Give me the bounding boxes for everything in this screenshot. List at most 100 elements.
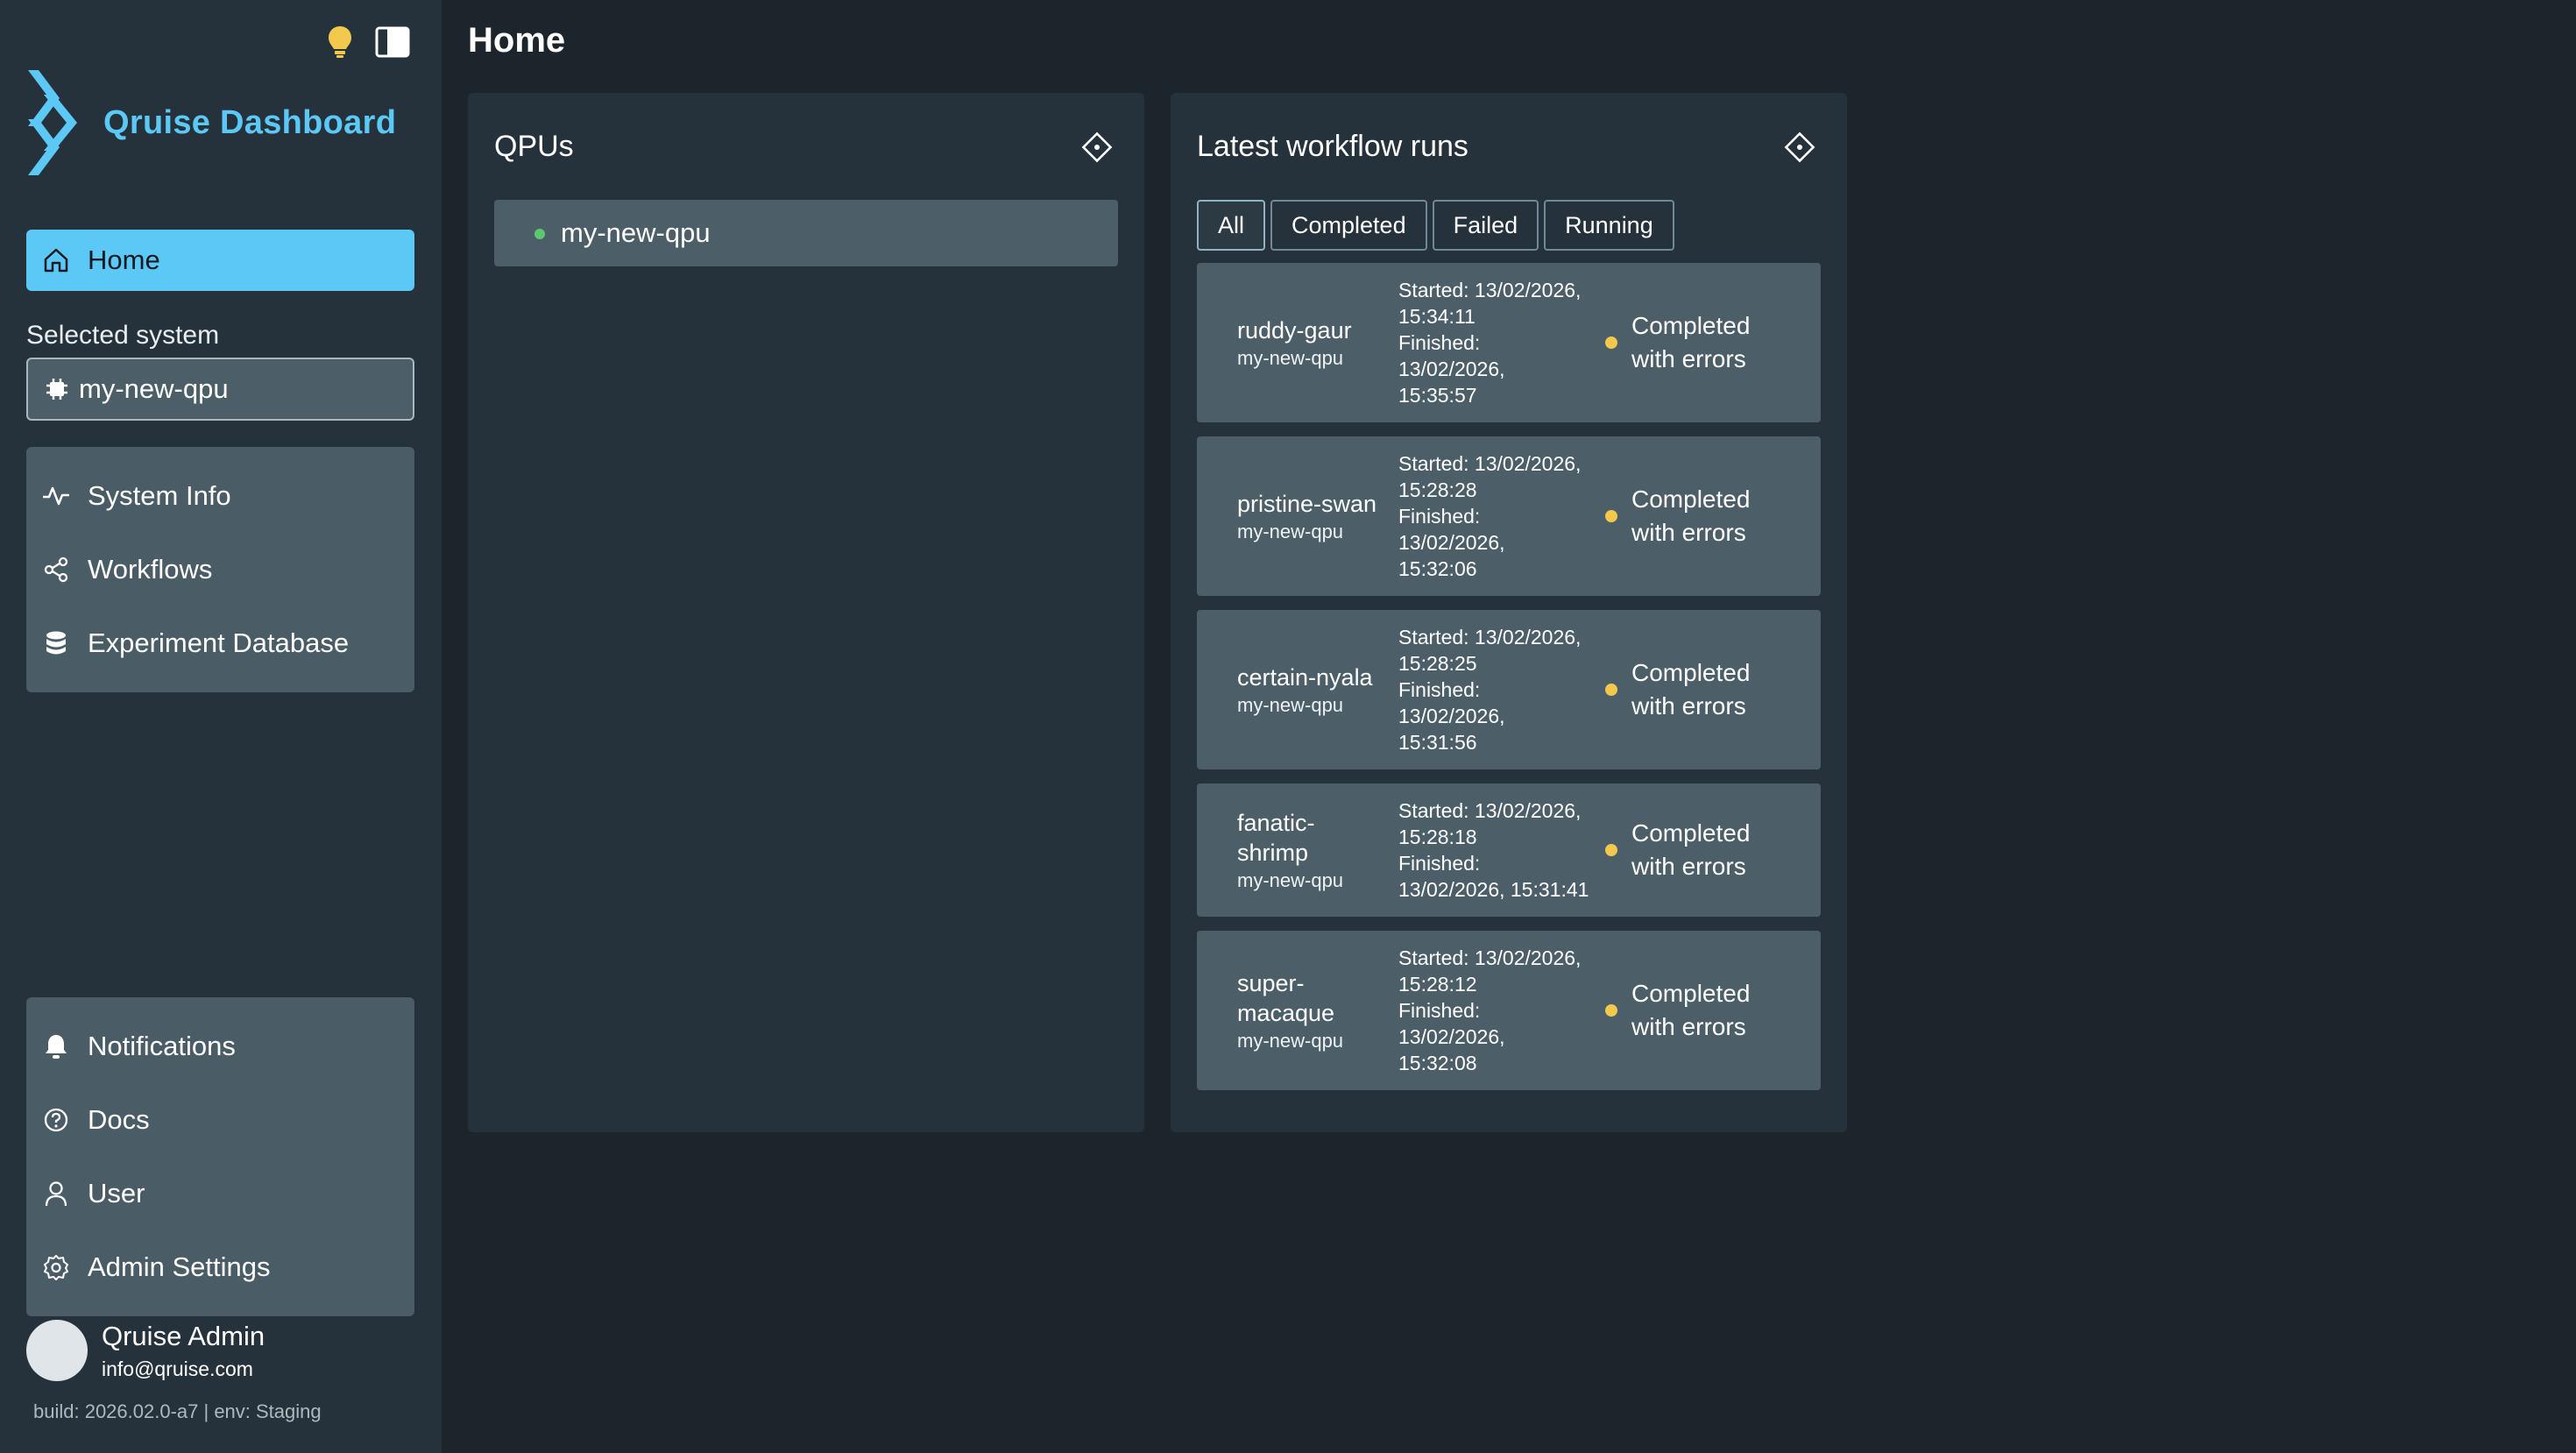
workflow-runs-list: ruddy-gaur my-new-qpu Started: 13/02/202… xyxy=(1197,263,1821,1104)
run-time-line: 15:32:08 xyxy=(1398,1052,1477,1074)
run-status-text: Completed with errors xyxy=(1631,659,1751,719)
workflow-runs-card: Latest workflow runs All Completed Faile… xyxy=(1171,93,1847,1132)
run-status: Completed with errors xyxy=(1605,656,1772,723)
workflow-run-item[interactable]: pristine-swan my-new-qpu Started: 13/02/… xyxy=(1197,436,1821,596)
nav-docs-label: Docs xyxy=(88,1104,150,1135)
qpus-card: QPUs my-new-qpu xyxy=(468,93,1144,1132)
run-time-line: Finished: xyxy=(1398,505,1481,528)
nav-home[interactable]: Home xyxy=(26,230,414,291)
main-nav: System Info Workflows xyxy=(26,447,414,692)
run-time-line: 15:28:25 xyxy=(1398,652,1477,675)
run-time-line: 15:32:06 xyxy=(1398,557,1477,580)
chip-icon xyxy=(46,379,67,400)
run-status: Completed with errors xyxy=(1605,309,1772,376)
run-time-line: 13/02/2026, xyxy=(1398,705,1505,727)
run-qpu: my-new-qpu xyxy=(1237,521,1344,542)
run-time-line: Finished: xyxy=(1398,999,1481,1022)
run-time-line: Finished: xyxy=(1398,331,1481,354)
run-name: pristine-swan xyxy=(1237,491,1377,517)
run-name: certain-nyala xyxy=(1237,664,1373,691)
run-qpu: my-new-qpu xyxy=(1237,347,1344,369)
settings-icon xyxy=(42,1253,70,1281)
bell-icon xyxy=(42,1032,70,1060)
workflow-runs-card-title: Latest workflow runs xyxy=(1197,130,1468,163)
nav-workflows-label: Workflows xyxy=(88,554,213,585)
qpu-name: my-new-qpu xyxy=(561,217,711,248)
selected-system-select[interactable]: my-new-qpu xyxy=(26,358,414,421)
qpu-status-dot xyxy=(534,229,545,239)
run-time-line: 13/02/2026, xyxy=(1398,531,1505,554)
nav-notifications[interactable]: Notifications xyxy=(26,1010,414,1083)
workflow-icon xyxy=(42,556,70,584)
status-dot xyxy=(1605,337,1617,349)
run-time-line: 15:35:57 xyxy=(1398,384,1477,407)
run-qpu: my-new-qpu xyxy=(1237,869,1344,891)
run-times: Started: 13/02/2026, 15:28:25 Finished: … xyxy=(1398,624,1591,755)
user-name: Qruise Admin xyxy=(102,1320,265,1351)
status-dot xyxy=(1605,1004,1617,1017)
app-logo[interactable]: Qruise Dashboard xyxy=(25,68,396,177)
filter-running[interactable]: Running xyxy=(1544,200,1674,251)
run-name: super-macaque xyxy=(1237,970,1335,1026)
nav-admin-settings[interactable]: Admin Settings xyxy=(26,1230,414,1304)
workflow-run-item[interactable]: fanatic-shrimp my-new-qpu Started: 13/02… xyxy=(1197,783,1821,917)
filter-completed[interactable]: Completed xyxy=(1270,200,1427,251)
nav-docs[interactable]: Docs xyxy=(26,1083,414,1157)
filter-all[interactable]: All xyxy=(1197,200,1266,251)
nav-system-info-label: System Info xyxy=(88,480,231,511)
run-time-line: 13/02/2026, xyxy=(1398,358,1505,380)
run-status-text: Completed with errors xyxy=(1631,980,1751,1040)
run-times: Started: 13/02/2026, 15:28:12 Finished: … xyxy=(1398,945,1591,1076)
qpus-card-title: QPUs xyxy=(494,130,574,163)
build-info: build: 2026.02.0-a7 | env: Staging xyxy=(33,1400,322,1422)
nav-experiment-database[interactable]: Experiment Database xyxy=(26,606,414,680)
nav-workflows[interactable]: Workflows xyxy=(26,533,414,606)
workflow-run-item[interactable]: certain-nyala my-new-qpu Started: 13/02/… xyxy=(1197,610,1821,769)
status-dot xyxy=(1605,844,1617,856)
run-times: Started: 13/02/2026, 15:28:28 Finished: … xyxy=(1398,450,1591,582)
run-time-line: Started: 13/02/2026, xyxy=(1398,799,1582,822)
nav-admin-settings-label: Admin Settings xyxy=(88,1251,271,1282)
selected-system-label: Selected system xyxy=(26,321,220,350)
run-status-text: Completed with errors xyxy=(1631,486,1751,546)
drag-move-icon[interactable] xyxy=(1780,128,1819,167)
run-times: Started: 13/02/2026, 15:34:11 Finished: … xyxy=(1398,277,1591,408)
lightbulb-icon[interactable] xyxy=(321,23,359,61)
run-time-line: Finished: xyxy=(1398,678,1481,701)
status-dot xyxy=(1605,684,1617,696)
workflow-run-item[interactable]: super-macaque my-new-qpu Started: 13/02/… xyxy=(1197,931,1821,1090)
run-status-text: Completed with errors xyxy=(1631,312,1751,372)
run-time-line: 15:28:18 xyxy=(1398,826,1477,848)
run-time-line: 15:31:56 xyxy=(1398,731,1477,754)
run-time-line: Started: 13/02/2026, xyxy=(1398,946,1582,969)
run-time-line: 13/02/2026, 15:31:41 xyxy=(1398,878,1589,901)
run-filters: All Completed Failed Running xyxy=(1197,200,1674,251)
drag-move-icon[interactable] xyxy=(1078,128,1116,167)
run-name: fanatic-shrimp xyxy=(1237,810,1315,866)
run-time-line: Finished: xyxy=(1398,852,1481,875)
run-time-line: 13/02/2026, xyxy=(1398,1025,1505,1048)
user-profile[interactable]: Qruise Admin info@qruise.com xyxy=(26,1320,265,1381)
filter-failed[interactable]: Failed xyxy=(1432,200,1539,251)
activity-icon xyxy=(42,482,70,510)
nav-user[interactable]: User xyxy=(26,1157,414,1230)
run-name: ruddy-gaur xyxy=(1237,317,1352,344)
home-icon xyxy=(44,248,68,273)
app-title: Qruise Dashboard xyxy=(103,103,397,141)
run-status-text: Completed with errors xyxy=(1631,819,1751,880)
workflow-run-item[interactable]: ruddy-gaur my-new-qpu Started: 13/02/202… xyxy=(1197,263,1821,422)
run-status: Completed with errors xyxy=(1605,483,1772,549)
avatar xyxy=(26,1320,88,1381)
run-status: Completed with errors xyxy=(1605,817,1772,883)
nav-user-label: User xyxy=(88,1178,145,1208)
qruise-logo-icon xyxy=(28,70,77,175)
sidebar-toggle-icon[interactable] xyxy=(373,23,412,61)
nav-notifications-label: Notifications xyxy=(88,1031,236,1061)
run-time-line: Started: 13/02/2026, xyxy=(1398,279,1582,301)
nav-system-info[interactable]: System Info xyxy=(26,459,414,533)
run-status: Completed with errors xyxy=(1605,977,1772,1044)
run-times: Started: 13/02/2026, 15:28:18 Finished: … xyxy=(1398,797,1591,903)
nav-experiment-database-label: Experiment Database xyxy=(88,627,350,658)
qpu-item[interactable]: my-new-qpu xyxy=(494,200,1118,266)
page-title: Home xyxy=(468,21,566,60)
